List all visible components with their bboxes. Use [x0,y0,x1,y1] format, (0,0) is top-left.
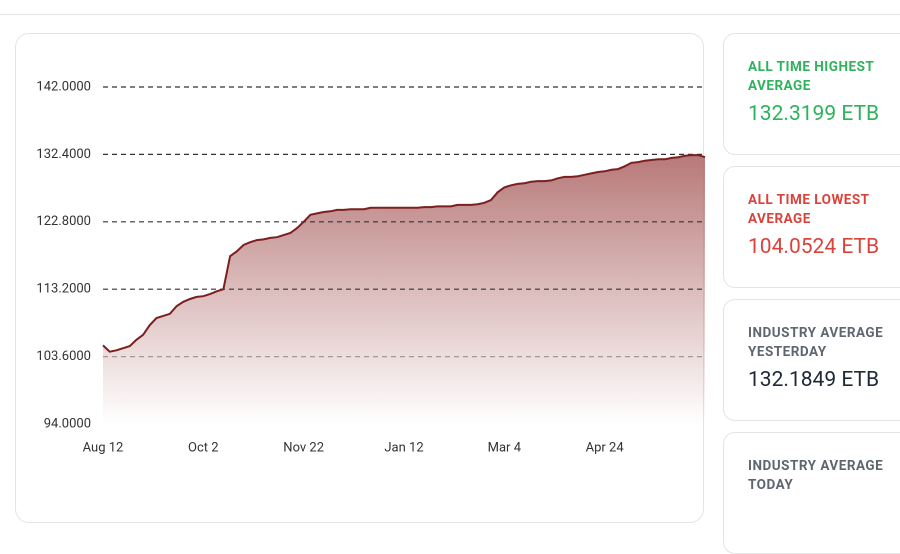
card-value: 132.1849 ETB [748,368,880,392]
card-title: INDUSTRY AVERAGE TODAY [748,458,884,493]
y-tick-label: 122.8000 [36,214,91,229]
card-title: ALL TIME HIGHEST AVERAGE [748,59,874,94]
y-tick-label: 103.6000 [36,349,91,364]
chart: 94.0000 103.6000 113.2000 122.8000 132.4000 1… [36,79,706,455]
x-tick-label: Oct 2 [188,440,219,455]
stat-card: ALL TIME HIGHEST AVERAGE 132.3199 ETB [723,33,900,155]
page: 94.0000 103.6000 113.2000 122.8000 132.4000 1… [0,14,900,554]
stat-card: INDUSTRY AVERAGE YESTERDAY 132.1849 ETB [723,299,900,421]
card-title: ALL TIME LOWEST AVERAGE [748,192,870,227]
x-tick-label: Jan 12 [384,440,423,455]
stat-card: ALL TIME LOWEST AVERAGE 104.0524 ETB [723,166,900,288]
line [102,154,706,353]
stat-card: INDUSTRY AVERAGE TODAY [723,432,900,554]
x-tick-label: Apr 24 [586,440,625,455]
divider [0,14,900,15]
card-value: 132.3199 ETB [748,102,880,126]
y-tick-label: 94.0000 [44,416,91,431]
card-title: INDUSTRY AVERAGE YESTERDAY [748,325,884,360]
x-tick-label: Aug 12 [83,440,124,455]
card-value: 104.0524 ETB [748,235,880,259]
x-tick-label: Nov 22 [283,440,324,455]
y-tick-label: 132.4000 [36,147,91,162]
x-tick-label: Mar 4 [488,440,522,455]
y-tick-label: 142.0000 [36,79,91,94]
y-tick-label: 113.2000 [36,282,91,297]
